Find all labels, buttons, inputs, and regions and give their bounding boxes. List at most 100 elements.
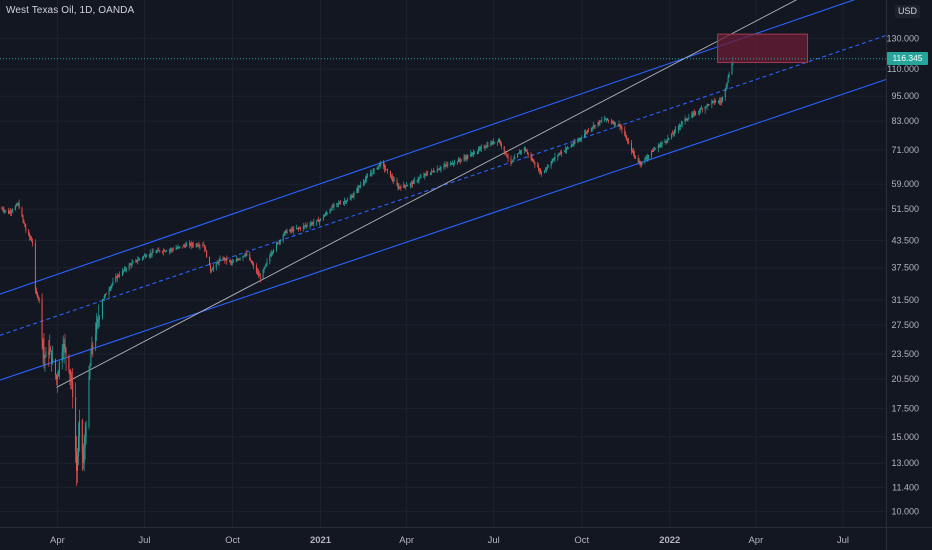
candle [177,244,179,249]
candle [264,265,266,270]
candle [344,199,346,205]
trend-line[interactable] [56,0,827,388]
candle [586,129,588,135]
candle [159,250,161,253]
candle [486,141,488,149]
candle [77,422,79,466]
candle [82,443,84,470]
candle [679,124,681,131]
candle [276,241,278,246]
candle [262,268,264,280]
candle [450,161,452,167]
candle [101,298,103,320]
candle [144,253,146,259]
candle [389,170,391,178]
currency-badge[interactable]: USD [895,5,921,18]
candle [648,154,650,161]
candle [117,273,119,282]
candle [21,206,23,217]
candle [284,230,286,236]
candle [534,161,536,169]
candle [369,170,371,177]
candle [219,255,221,262]
candle [121,267,123,277]
candle [331,204,333,211]
time-axis-tick-label: 2021 [310,535,332,546]
candle [205,246,207,252]
candle [672,130,674,135]
candle [425,172,427,177]
time-axis[interactable]: Apr Jul Oct 2021 Apr Jul Oct 2022 Apr Jul [50,535,849,546]
candle [680,120,682,127]
candle [477,146,479,154]
candle [312,220,314,226]
candle [242,255,244,262]
candle [476,150,478,155]
candle [624,126,626,137]
candle [700,105,702,110]
candle [715,99,717,104]
candle [156,249,158,254]
candle [232,259,234,263]
candle [28,228,30,237]
candle [607,117,609,121]
candle [276,241,278,253]
candle [492,140,494,145]
price-axis[interactable]: 10.000 11.400 13.000 15.000 17.500 20.500 23.5… [886,33,919,516]
time-scale-divider [0,527,932,528]
chart-grid [0,0,886,527]
price-axis-tick-label: 20.500 [891,374,919,384]
candle [578,137,580,142]
resistance-zone-box[interactable] [717,33,809,64]
candle [711,98,713,109]
candle [497,141,499,146]
candle [195,243,197,249]
candle [332,203,334,208]
candle [1,206,3,210]
candle [645,155,647,160]
candle [418,177,420,183]
time-axis-tick-label: Apr [748,535,763,546]
candle [304,222,306,228]
candle [619,124,621,131]
candle [511,161,513,165]
candle [525,149,527,152]
candle [319,219,321,226]
candle [96,313,98,341]
channel-mid-line[interactable] [0,34,887,336]
candle [357,185,359,194]
candle [346,197,348,202]
candle [687,118,689,123]
candle [605,117,607,120]
candle [310,220,312,227]
candle [456,160,458,166]
candle [688,113,690,120]
trend-line-segment[interactable] [56,0,827,388]
candle [165,250,167,253]
candle [407,184,409,187]
candle [210,269,212,273]
candle [473,149,475,158]
candle [65,346,67,371]
candle [63,338,65,364]
candle [97,316,99,329]
symbol-title[interactable]: West Texas Oil, 1D, OANDA [6,5,135,16]
candle [32,238,34,247]
candle [142,256,144,261]
candle [252,260,254,266]
candle [432,167,434,173]
channel-bottom-line[interactable] [0,78,887,381]
candle [675,125,677,134]
candle [359,185,361,188]
candle [597,122,599,128]
candle [320,218,322,222]
candle [701,107,703,113]
time-axis-tick-label: Oct [574,535,589,546]
candle [573,138,575,147]
candle [209,263,211,274]
candle [253,261,255,270]
resistance-zone[interactable] [717,33,809,64]
candle [531,154,533,162]
candle [290,228,292,234]
